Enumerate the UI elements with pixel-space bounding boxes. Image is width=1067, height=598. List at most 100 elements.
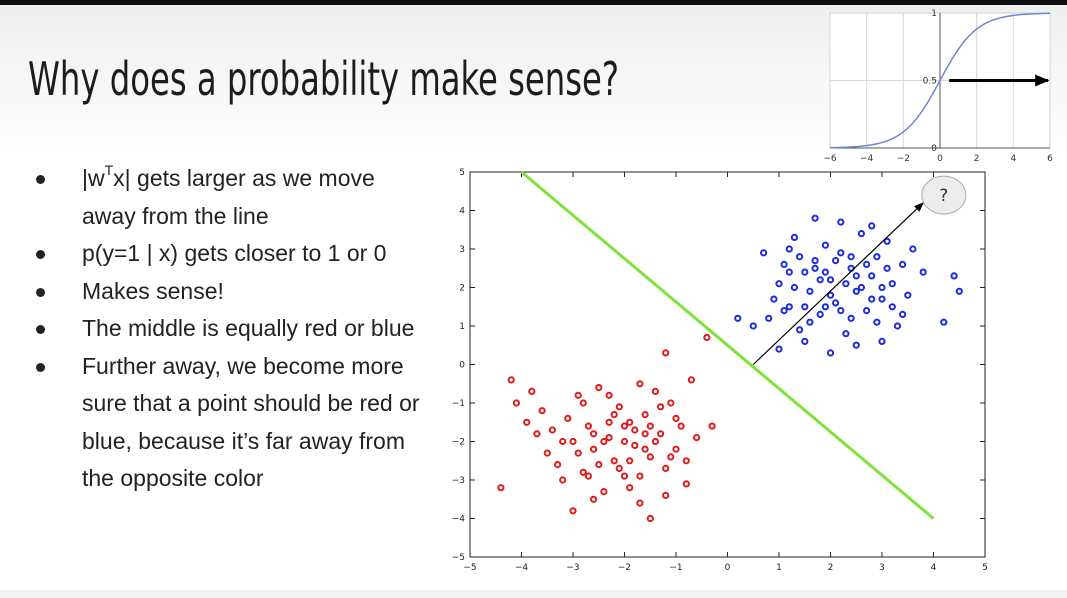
data-point bbox=[605, 391, 613, 399]
scatter-x-tick-label: −1 bbox=[669, 563, 682, 573]
scatter-y-tick-label: 1 bbox=[459, 322, 465, 332]
data-point bbox=[811, 264, 819, 272]
data-point bbox=[626, 484, 634, 492]
data-point bbox=[512, 399, 521, 407]
data-point bbox=[523, 418, 531, 426]
data-point bbox=[878, 295, 886, 303]
data-point bbox=[677, 422, 685, 430]
data-point bbox=[888, 280, 896, 288]
data-point bbox=[636, 472, 644, 480]
bullet-item: Makes sense! bbox=[32, 273, 432, 311]
bullet-dot bbox=[36, 175, 45, 184]
scatter-x-tick-label: 3 bbox=[879, 563, 885, 573]
bullet-item: p(y=1 | x) gets closer to 1 or 0 bbox=[32, 235, 432, 273]
data-point bbox=[636, 499, 644, 507]
data-point bbox=[610, 411, 618, 419]
data-point bbox=[919, 268, 927, 276]
scatter-y-tick-label: 5 bbox=[459, 168, 465, 178]
bullet-text: Makes sense! bbox=[82, 277, 224, 304]
data-point bbox=[569, 437, 577, 446]
sigmoid-chart: −6 −4 −2 0 2 4 6 0 0.5 1 bbox=[823, 9, 1053, 164]
data-point bbox=[821, 241, 829, 249]
data-point bbox=[801, 303, 809, 311]
sigmoid-x-tick-label: 0 bbox=[937, 154, 943, 164]
data-point bbox=[888, 303, 896, 311]
bullet-dot bbox=[36, 287, 45, 297]
question-mark: ? bbox=[939, 186, 948, 206]
data-point bbox=[832, 299, 840, 307]
data-point bbox=[852, 272, 860, 280]
data-point bbox=[873, 318, 881, 326]
data-point bbox=[796, 253, 804, 261]
data-point bbox=[646, 453, 654, 461]
data-point bbox=[590, 430, 598, 438]
data-point bbox=[528, 387, 536, 395]
bullet-text: The middle is equally red or blue bbox=[82, 315, 415, 341]
scatter-y-tick-label: 3 bbox=[459, 245, 465, 255]
sigmoid-y-tick-label: 1 bbox=[931, 9, 937, 19]
data-point bbox=[662, 491, 670, 499]
scatter-x-tick-label: 1 bbox=[776, 563, 782, 573]
data-point bbox=[832, 257, 840, 265]
bullet-item: Further away, we become more sure that a… bbox=[32, 348, 432, 498]
scatter-chart: −5 −4 −3 −2 −1 0 1 2 3 4 5 −5 −4 −3 −2 −1 0 1 2 3 4 5? bbox=[452, 168, 988, 573]
scatter-y-tick-label: 0 bbox=[459, 361, 465, 371]
bullet-text-pre: |w bbox=[82, 165, 105, 191]
data-point bbox=[780, 307, 788, 315]
data-point bbox=[899, 260, 907, 269]
data-point bbox=[826, 291, 835, 299]
data-point bbox=[760, 249, 768, 257]
data-point bbox=[852, 341, 860, 349]
data-point bbox=[662, 464, 670, 472]
data-point bbox=[708, 422, 716, 430]
data-point bbox=[878, 337, 886, 345]
data-point bbox=[595, 384, 603, 392]
bullet-item: |wTx| gets larger as we move away from t… bbox=[32, 160, 432, 235]
data-point bbox=[559, 437, 567, 446]
data-point bbox=[868, 272, 876, 280]
data-point bbox=[734, 314, 742, 322]
data-point bbox=[842, 330, 850, 338]
data-point bbox=[626, 418, 634, 426]
data-point bbox=[600, 437, 608, 446]
decision-boundary bbox=[520, 170, 935, 520]
data-point bbox=[533, 430, 541, 438]
data-point bbox=[955, 287, 963, 295]
data-point bbox=[672, 445, 680, 453]
data-point bbox=[626, 457, 634, 465]
bullet-dot bbox=[36, 325, 45, 334]
data-point bbox=[554, 461, 562, 469]
bullet-text: p(y=1 | x) gets closer to 1 or 0 bbox=[82, 240, 387, 266]
data-point bbox=[811, 257, 819, 265]
data-point bbox=[904, 291, 912, 299]
scatter-y-tick-label: −2 bbox=[452, 438, 465, 448]
data-point bbox=[883, 237, 891, 245]
data-point bbox=[543, 449, 551, 457]
scatter-y-tick-label: −5 bbox=[452, 553, 465, 563]
data-point bbox=[631, 426, 639, 434]
data-point bbox=[883, 264, 891, 272]
data-point bbox=[615, 464, 623, 472]
data-point bbox=[816, 276, 824, 284]
data-point bbox=[775, 345, 783, 353]
data-point bbox=[790, 233, 798, 242]
data-point bbox=[579, 399, 587, 407]
sigmoid-x-tick-label: 4 bbox=[1010, 154, 1016, 164]
data-point bbox=[893, 322, 902, 330]
data-point bbox=[657, 430, 665, 438]
scatter-x-tick-label: −4 bbox=[515, 563, 529, 573]
data-point bbox=[590, 495, 598, 503]
data-point bbox=[682, 457, 690, 465]
data-point bbox=[636, 380, 644, 388]
scatter-y-tick-label: −4 bbox=[452, 515, 466, 525]
data-point bbox=[507, 376, 515, 384]
data-point bbox=[801, 268, 809, 276]
data-point bbox=[569, 507, 577, 515]
data-point bbox=[826, 349, 835, 357]
scatter-y-tick-label: −1 bbox=[452, 399, 465, 409]
data-point bbox=[837, 307, 845, 315]
bullet-text-post: x| gets larger as we move away from the … bbox=[82, 165, 375, 229]
data-point bbox=[765, 314, 773, 322]
bullet-text: Further away, we become more sure that a… bbox=[82, 352, 420, 492]
data-point bbox=[497, 484, 505, 492]
